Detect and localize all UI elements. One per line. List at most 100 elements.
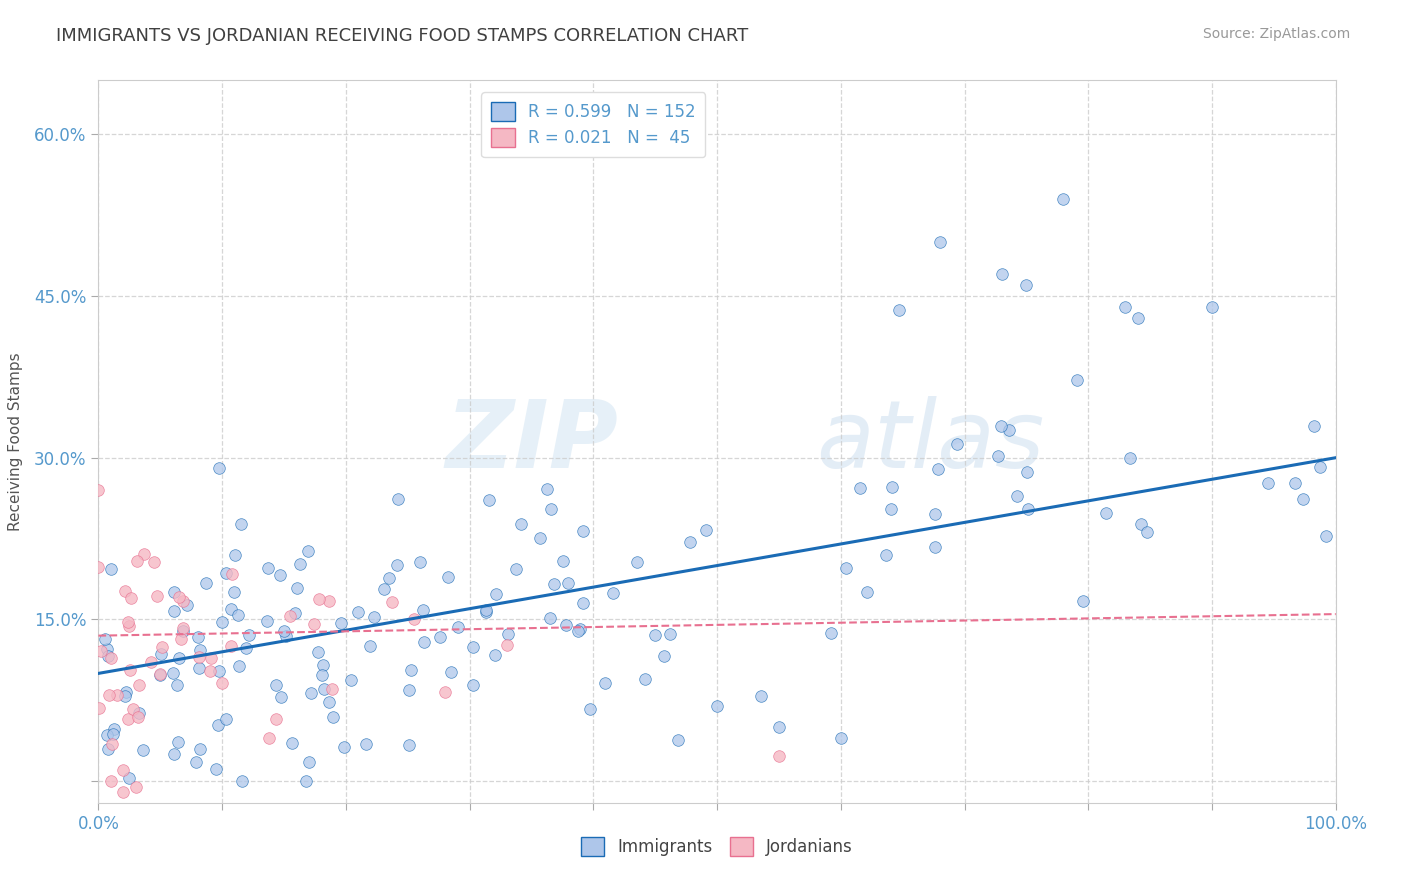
Point (87, 560, 110, 574)
Point (927, 462, 949, 476)
Point (485, 586, 508, 600)
Point (219, 602, 242, 616)
Point (768, 749, 790, 764)
Point (208, 460, 231, 475)
Point (167, 590, 190, 604)
Point (87, 700, 110, 714)
Point (495, 638, 517, 652)
Point (834, 561, 856, 575)
Text: atlas: atlas (815, 396, 1045, 487)
Point (1114, 300, 1136, 314)
Point (928, 235, 950, 249)
Point (208, 665, 231, 679)
Point (474, 605, 496, 619)
Point (297, 544, 319, 558)
Point (145, 590, 167, 604)
Point (1257, 475, 1279, 490)
Point (990, 418, 1012, 433)
Point (231, 774, 253, 789)
Point (478, 492, 501, 507)
Point (132, 547, 155, 561)
Point (946, 437, 969, 451)
Point (298, 755, 321, 769)
Point (100, 562, 122, 576)
Point (215, 566, 238, 580)
Point (1126, 310, 1149, 325)
Point (150, 640, 173, 654)
Point (163, 605, 186, 619)
Point (1052, 192, 1074, 206)
Point (1130, 516, 1153, 531)
Point (1284, 476, 1306, 491)
Point (238, 628, 260, 642)
Point (1007, 489, 1029, 503)
Point (987, 449, 1010, 463)
Point (170, 632, 193, 646)
Point (172, 594, 194, 608)
Point (101, 738, 124, 752)
Point (666, 733, 689, 747)
Point (496, 627, 519, 641)
Point (235, 641, 257, 656)
Point (264, 712, 287, 726)
Point (229, 516, 252, 531)
Point (887, 303, 910, 318)
Point (288, 558, 311, 572)
Y-axis label: Receiving Food Stamps: Receiving Food Stamps (8, 352, 22, 531)
Point (875, 548, 897, 562)
Point (1017, 502, 1039, 516)
Point (172, 621, 194, 635)
Point (879, 501, 901, 516)
Point (440, 665, 463, 679)
Point (1303, 418, 1326, 433)
Point (167, 735, 190, 749)
Point (221, 566, 243, 581)
Point (139, 655, 162, 669)
Point (856, 585, 879, 599)
Point (398, 683, 420, 698)
Point (114, 685, 136, 699)
Point (402, 612, 425, 626)
Point (302, 617, 325, 632)
Point (124, 780, 146, 794)
Point (184, 755, 207, 769)
Point (256, 561, 278, 575)
Point (162, 584, 184, 599)
Point (114, 689, 136, 703)
Point (1201, 300, 1223, 314)
Point (538, 611, 561, 625)
Point (461, 640, 484, 655)
Point (112, 764, 135, 778)
Point (308, 592, 330, 607)
Point (572, 524, 595, 538)
Point (299, 686, 322, 700)
Point (373, 582, 395, 596)
Point (166, 678, 188, 692)
Point (340, 673, 363, 687)
Point (188, 741, 211, 756)
Point (295, 774, 318, 789)
Point (409, 555, 432, 569)
Point (321, 682, 343, 697)
Point (100, 774, 122, 789)
Point (433, 684, 456, 698)
Point (461, 678, 484, 692)
Point (221, 640, 243, 654)
Point (96, 642, 118, 657)
Point (412, 603, 434, 617)
Point (333, 739, 356, 754)
Point (820, 626, 842, 640)
Point (127, 709, 149, 723)
Point (143, 555, 166, 569)
Text: ZIP: ZIP (446, 395, 619, 488)
Point (128, 706, 150, 721)
Point (924, 540, 946, 554)
Point (278, 609, 301, 624)
Point (377, 571, 399, 585)
Point (187, 649, 209, 664)
Point (97, 649, 120, 664)
Point (695, 523, 717, 537)
Point (363, 610, 385, 624)
Point (228, 659, 250, 673)
Point (270, 690, 292, 705)
